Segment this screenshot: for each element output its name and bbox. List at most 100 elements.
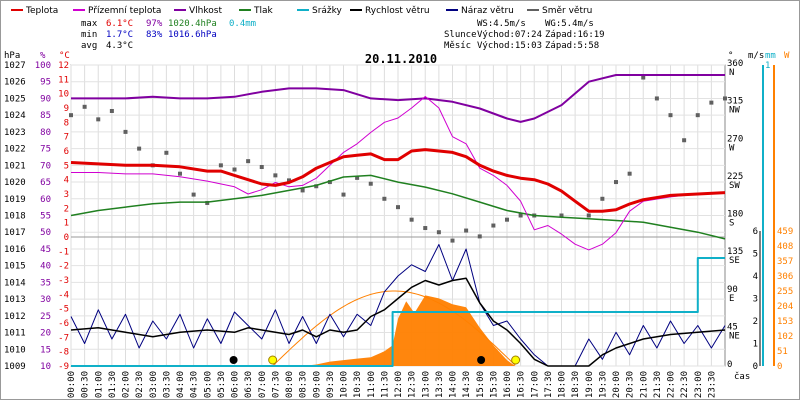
hpa-tick-label: 1021 bbox=[4, 161, 26, 171]
wind-dir-point bbox=[300, 188, 305, 193]
x-tick-label: 00:30 bbox=[81, 371, 91, 398]
temp-tick-label: 4 bbox=[64, 176, 69, 186]
x-tick-label: 10:30 bbox=[353, 371, 363, 398]
axis-ms-label: m/s bbox=[748, 51, 764, 61]
temp-tick-label: -7 bbox=[58, 333, 69, 343]
wind-dir-point bbox=[464, 228, 469, 233]
x-tick-label: 05:30 bbox=[217, 371, 227, 398]
temp-tick-label: 7 bbox=[64, 133, 69, 143]
wind-dir-point bbox=[164, 150, 169, 155]
x-tick-label: 22:00 bbox=[667, 371, 677, 398]
x-tick-label: 11:00 bbox=[367, 371, 377, 398]
stat-avg-temp: 4.3°C bbox=[106, 41, 133, 51]
series-line-vlhkost bbox=[71, 74, 725, 123]
dir-tick-label: 270 bbox=[727, 134, 743, 144]
x-tick-label: 22:30 bbox=[680, 371, 690, 398]
x-tick-label: 12:30 bbox=[408, 371, 418, 398]
dir-tick-label: 360 bbox=[727, 59, 743, 69]
series-line-rychlost-v-tru bbox=[70, 277, 726, 367]
dir-compass-label: W bbox=[729, 143, 735, 153]
wind-dir-point bbox=[682, 138, 687, 143]
pct-tick-label: 95 bbox=[40, 78, 51, 88]
ms-tick-label: 5 bbox=[753, 250, 758, 260]
ms-tick-label: 4 bbox=[753, 272, 758, 282]
x-tick-label: 18:00 bbox=[558, 371, 568, 398]
pct-tick-label: 80 bbox=[40, 128, 51, 138]
x-tick-label: 07:30 bbox=[271, 371, 281, 398]
x-tick-label: 11:30 bbox=[380, 371, 390, 398]
info-moon-set: Západ:5:58 bbox=[545, 41, 599, 51]
wind-dir-point bbox=[423, 226, 428, 231]
x-tick-label: 14:30 bbox=[462, 371, 472, 398]
series-line-tlak bbox=[70, 174, 726, 240]
stat-avg-label: avg bbox=[81, 41, 97, 51]
hpa-tick-label: 1017 bbox=[4, 228, 26, 238]
wind-dir-point bbox=[505, 217, 509, 222]
legend-label: Přízemní teplota bbox=[88, 6, 161, 16]
wind-dir-point bbox=[695, 113, 700, 118]
wind-dir-point bbox=[123, 129, 128, 134]
x-tick-label: 16:30 bbox=[517, 371, 527, 398]
wind-dir-point bbox=[614, 180, 618, 185]
pct-tick-label: 15 bbox=[40, 345, 51, 355]
hpa-tick-label: 1016 bbox=[4, 245, 26, 255]
stat-max-hum: 97% bbox=[146, 19, 163, 29]
wind-dir-point bbox=[259, 165, 264, 170]
w-tick-label: 0 bbox=[777, 362, 782, 372]
ms-tick-label: 6 bbox=[753, 227, 758, 237]
wind-dir-point bbox=[355, 175, 360, 180]
hpa-tick-label: 1014 bbox=[4, 278, 26, 288]
wind-dir-point bbox=[137, 146, 142, 151]
x-tick-label: 07:00 bbox=[258, 371, 268, 398]
temp-tick-label: -6 bbox=[58, 319, 69, 329]
wind-dir-point bbox=[205, 200, 210, 205]
x-tick-label: 03:00 bbox=[149, 371, 159, 398]
pct-tick-label: 25 bbox=[40, 312, 51, 322]
dir-compass-label: NE bbox=[729, 331, 740, 341]
w-tick-label: 459 bbox=[777, 227, 793, 237]
legend-label: Teplota bbox=[25, 6, 58, 16]
x-tick-label: 10:00 bbox=[340, 371, 350, 398]
wind-dir-point bbox=[491, 223, 496, 228]
ms-tick-label: 2 bbox=[753, 317, 758, 327]
x-tick-label: 20:30 bbox=[626, 371, 636, 398]
w-tick-label: 357 bbox=[777, 257, 793, 267]
hpa-tick-label: 1009 bbox=[4, 362, 26, 372]
sun-marker bbox=[268, 355, 278, 365]
wind-dir-point bbox=[723, 96, 727, 101]
dir-tick-label: 315 bbox=[727, 97, 743, 107]
w-tick-label: 408 bbox=[777, 242, 793, 252]
wind-dir-point bbox=[368, 181, 373, 186]
info-sun-rise: Východ:07:24 bbox=[477, 30, 542, 40]
temp-tick-label: 0 bbox=[64, 233, 69, 243]
x-tick-label: 08:30 bbox=[299, 371, 309, 398]
info-wg: WG:5.4m/s bbox=[545, 19, 594, 29]
hpa-tick-label: 1025 bbox=[4, 94, 26, 104]
w-tick-label: 51 bbox=[777, 347, 788, 357]
x-tick-label: 15:30 bbox=[489, 371, 499, 398]
legend-label: Náraz větru bbox=[461, 6, 514, 16]
ms-tick-label: 0 bbox=[753, 362, 758, 372]
legend-label: Rychlost větru bbox=[365, 6, 430, 16]
wind-dir-point bbox=[96, 117, 101, 122]
axis-deg-label: ° bbox=[728, 51, 733, 61]
w-tick-label: 255 bbox=[777, 287, 793, 297]
wind-dir-point bbox=[246, 159, 251, 164]
x-tick-label: 20:00 bbox=[612, 371, 622, 398]
legend-label: Tlak bbox=[253, 6, 274, 16]
stat-min-temp: 1.7°C bbox=[106, 30, 133, 40]
wind-dir-point bbox=[627, 171, 632, 176]
wind-dir-point bbox=[409, 217, 414, 222]
pct-tick-label: 65 bbox=[40, 178, 51, 188]
series-line-teplota bbox=[70, 148, 726, 213]
wind-dir-point bbox=[218, 163, 223, 168]
x-tick-label: 23:30 bbox=[707, 371, 717, 398]
hpa-tick-label: 1027 bbox=[4, 61, 26, 71]
x-tick-label: 19:00 bbox=[585, 371, 595, 398]
hpa-tick-label: 1022 bbox=[4, 145, 26, 155]
x-tick-label: 23:00 bbox=[694, 371, 704, 398]
pct-tick-label: 55 bbox=[40, 212, 51, 222]
x-tick-label: 21:00 bbox=[639, 371, 649, 398]
temp-tick-label: 1 bbox=[64, 219, 69, 229]
x-tick-label: 19:30 bbox=[598, 371, 608, 398]
